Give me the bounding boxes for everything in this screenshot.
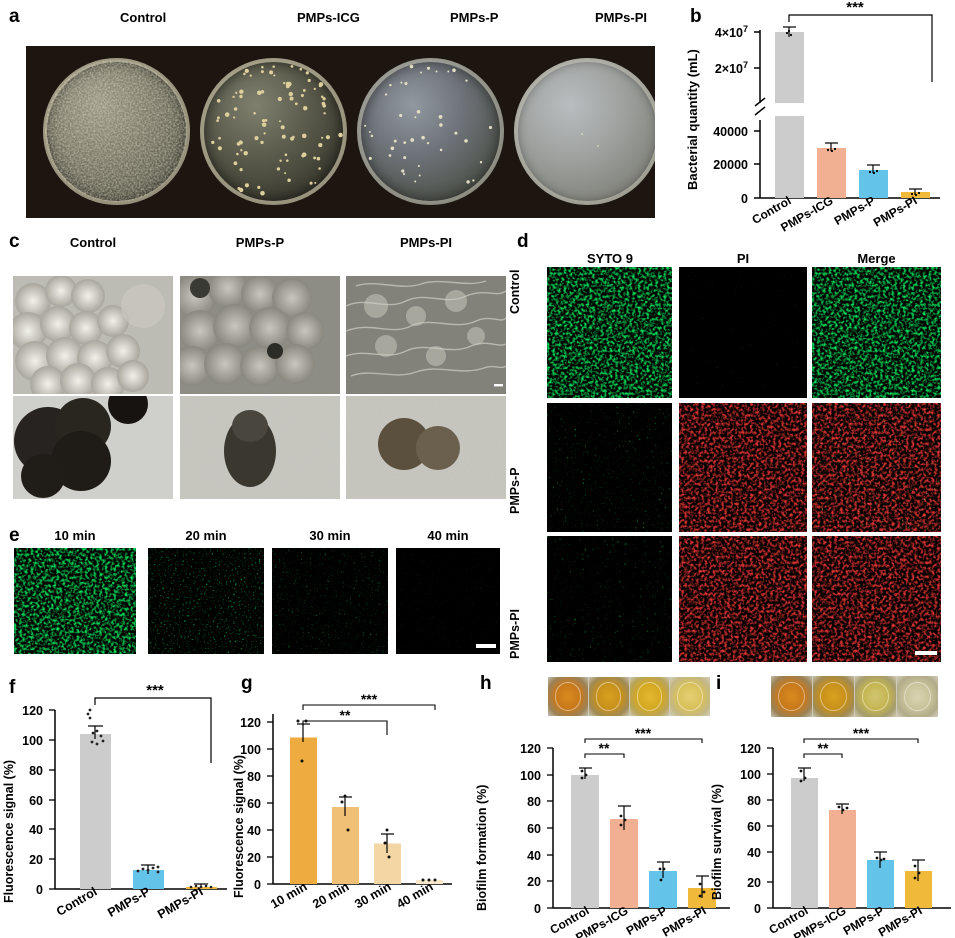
svg-text:0: 0 — [254, 878, 261, 892]
svg-text:20: 20 — [747, 876, 761, 890]
svg-text:0: 0 — [741, 192, 748, 206]
svg-text:60: 60 — [527, 822, 541, 836]
svg-text:100: 100 — [520, 769, 541, 783]
svg-text:60: 60 — [747, 820, 761, 834]
svg-text:40: 40 — [747, 846, 761, 860]
svg-text:***: *** — [635, 728, 652, 741]
svg-text:**: ** — [340, 707, 351, 723]
svg-text:40: 40 — [247, 824, 261, 838]
svg-text:80: 80 — [247, 770, 261, 784]
svg-text:100: 100 — [740, 768, 761, 782]
svg-text:***: *** — [146, 682, 164, 699]
svg-text:PMPs-P: PMPs-P — [105, 884, 152, 919]
svg-text:0: 0 — [36, 883, 43, 897]
svg-text:40: 40 — [29, 823, 43, 837]
svg-text:0: 0 — [534, 902, 541, 916]
svg-text:120: 120 — [240, 716, 261, 730]
svg-text:20000: 20000 — [713, 158, 748, 172]
svg-text:60: 60 — [247, 797, 261, 811]
svg-text:***: *** — [846, 0, 864, 16]
svg-text:120: 120 — [740, 742, 761, 756]
svg-text:20: 20 — [29, 853, 43, 867]
svg-text:60: 60 — [29, 794, 43, 808]
svg-text:120: 120 — [22, 704, 43, 718]
svg-text:100: 100 — [240, 743, 261, 757]
svg-text:***: *** — [361, 692, 378, 707]
svg-text:80: 80 — [527, 795, 541, 809]
svg-text:**: ** — [818, 740, 829, 756]
svg-text:2×107: 2×107 — [715, 60, 748, 76]
svg-text:4×107: 4×107 — [715, 24, 748, 40]
svg-text:80: 80 — [747, 794, 761, 808]
svg-text:**: ** — [599, 740, 610, 756]
svg-text:20: 20 — [247, 851, 261, 865]
svg-text:20: 20 — [527, 875, 541, 889]
svg-text:80: 80 — [29, 764, 43, 778]
svg-text:100: 100 — [22, 734, 43, 748]
svg-text:40: 40 — [527, 849, 541, 863]
svg-text:PMPs-PI: PMPs-PI — [155, 884, 205, 921]
svg-text:0: 0 — [754, 902, 761, 916]
svg-text:***: *** — [853, 728, 870, 741]
svg-text:40000: 40000 — [713, 125, 748, 139]
svg-text:PMPs-PI: PMPs-PI — [871, 193, 920, 229]
svg-text:120: 120 — [520, 742, 541, 756]
